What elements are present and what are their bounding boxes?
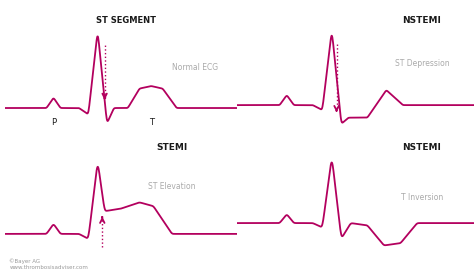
Text: ST Elevation: ST Elevation [148,182,196,191]
Text: T Inversion: T Inversion [401,194,443,202]
Text: NSTEMI: NSTEMI [402,16,441,25]
Text: P: P [51,118,56,127]
Text: Normal ECG: Normal ECG [172,63,218,72]
Text: NSTEMI: NSTEMI [402,143,441,152]
Text: ST SEGMENT: ST SEGMENT [96,16,155,25]
Text: STEMI: STEMI [156,143,188,152]
Text: ©Bayer AG
www.thrombosisadviser.com: ©Bayer AG www.thrombosisadviser.com [9,258,88,270]
Text: ST Depression: ST Depression [394,59,449,68]
Text: T: T [148,118,154,127]
